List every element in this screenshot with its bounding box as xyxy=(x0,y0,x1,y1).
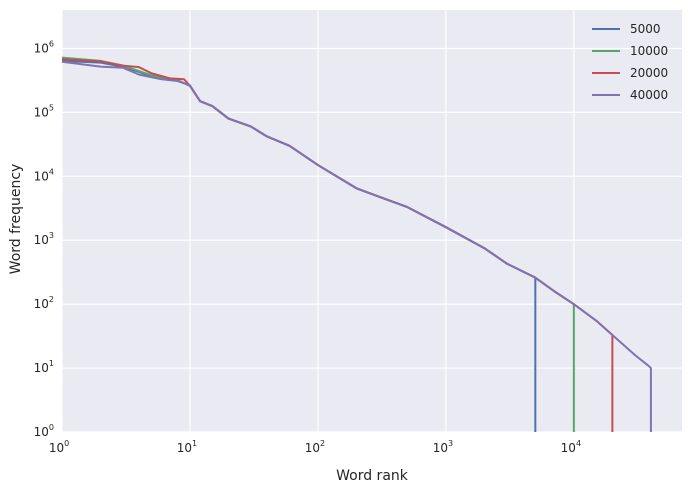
y-tick-exponent: 6 xyxy=(49,39,54,48)
y-tick-base: 10 xyxy=(34,169,49,183)
x-tick-label: 100 xyxy=(49,439,69,455)
y-tick-exponent: 3 xyxy=(49,231,54,240)
x-tick-label: 103 xyxy=(433,439,453,455)
y-tick-base: 10 xyxy=(34,297,49,311)
y-tick-label: 100 xyxy=(34,423,54,439)
x-tick-exponent: 3 xyxy=(448,439,453,448)
x-tick-label: 102 xyxy=(305,439,325,455)
series-lines xyxy=(61,56,652,432)
y-tick-base: 10 xyxy=(34,361,49,375)
y-tick-label: 101 xyxy=(34,359,54,375)
x-tick-base: 10 xyxy=(305,441,320,455)
y-tick-label: 103 xyxy=(34,231,54,247)
y-tick-label: 106 xyxy=(34,39,54,55)
legend-label: 40000 xyxy=(630,88,668,102)
y-tick-exponent: 2 xyxy=(49,295,54,304)
y-tick-exponent: 0 xyxy=(49,423,54,432)
x-tick-label: 101 xyxy=(177,439,197,455)
y-tick-label: 104 xyxy=(34,167,54,183)
x-tick-exponent: 4 xyxy=(576,439,581,448)
y-tick-exponent: 4 xyxy=(49,167,54,176)
series-line-40000 xyxy=(61,60,652,432)
x-tick-label: 104 xyxy=(561,439,581,455)
y-tick-base: 10 xyxy=(34,425,49,439)
legend-label: 5000 xyxy=(630,22,661,36)
x-tick-base: 10 xyxy=(433,441,448,455)
y-tick-exponent: 1 xyxy=(49,359,54,368)
x-tick-exponent: 0 xyxy=(64,439,69,448)
x-tick-base: 10 xyxy=(177,441,192,455)
x-tick-base: 10 xyxy=(561,441,576,455)
legend: 5000 10000 20000 40000 xyxy=(592,22,668,102)
x-tick-base: 10 xyxy=(49,441,64,455)
x-axis-label: Word rank xyxy=(336,468,409,484)
x-tick-exponent: 2 xyxy=(320,439,325,448)
y-tick-exponent: 5 xyxy=(49,103,54,112)
x-tick-exponent: 1 xyxy=(192,439,197,448)
y-tick-base: 10 xyxy=(34,105,49,119)
legend-label: 20000 xyxy=(630,66,668,80)
y-tick-label: 105 xyxy=(34,103,54,119)
y-tick-base: 10 xyxy=(34,41,49,55)
legend-label: 10000 xyxy=(630,44,668,58)
y-tick-label: 102 xyxy=(34,295,54,311)
y-tick-base: 10 xyxy=(34,233,49,247)
y-axis-label: Word frequency xyxy=(8,164,24,275)
grid-lines xyxy=(61,10,682,433)
